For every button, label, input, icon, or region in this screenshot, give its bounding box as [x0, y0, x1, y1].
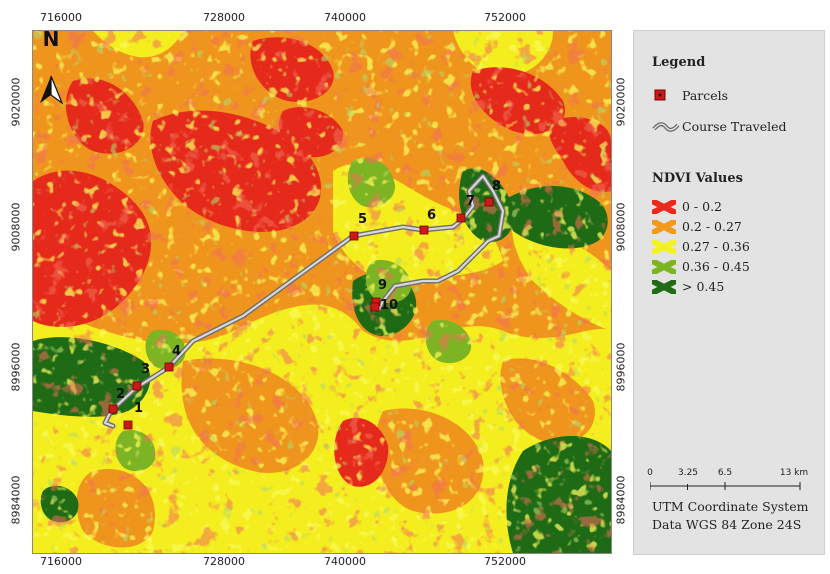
ndvi-legend-item-5: > 0.45	[652, 279, 724, 294]
y-tick-right-4: 8984000	[614, 475, 628, 525]
map-frame[interactable]: N	[32, 30, 612, 554]
y-tick-left-3: 8996000	[9, 342, 23, 392]
ndvi-swatch-icon	[652, 259, 682, 274]
parcel-label-1: 1	[134, 401, 144, 416]
parcel-label-6: 6	[427, 208, 437, 223]
legend-item-course: Course Traveled	[652, 119, 787, 134]
y-tick-left-1: 9020000	[9, 77, 23, 127]
ndvi-title: NDVI Values	[652, 171, 743, 186]
parcel-icon	[652, 87, 682, 103]
x-tick-bottom-2: 728000	[203, 555, 245, 568]
ndvi-class-label: 0.27 - 0.36	[682, 239, 750, 254]
x-tick-bottom-3: 740000	[324, 555, 366, 568]
y-tick-left-2: 9008000	[9, 202, 23, 252]
scale-tick-2: 6.5	[717, 468, 733, 478]
ndvi-swatch-icon	[652, 219, 682, 234]
ndvi-swatch-icon	[652, 239, 682, 254]
legend-title: Legend	[652, 55, 706, 70]
coord-system-line1: UTM Coordinate System	[652, 499, 809, 514]
ndvi-class-label: > 0.45	[682, 279, 725, 294]
ndvi-class-label: 0.36 - 0.45	[682, 259, 750, 274]
ndvi-class-label: 0.2 - 0.27	[682, 219, 742, 234]
parcel-marker-10	[370, 302, 380, 312]
course-line-icon	[652, 120, 682, 134]
parcel-marker-7	[456, 213, 466, 223]
ndvi-legend-item-1: 0 - 0.2	[652, 199, 722, 214]
coord-system-line2: Data WGS 84 Zone 24S	[652, 517, 802, 532]
parcel-label-5: 5	[358, 212, 368, 227]
parcel-label-2: 2	[116, 387, 126, 402]
legend-course-label: Course Traveled	[682, 119, 787, 134]
parcel-marker-6	[419, 225, 429, 235]
x-tick-top-3: 740000	[324, 11, 366, 24]
y-tick-left-4: 8984000	[9, 475, 23, 525]
ndvi-swatch-icon	[652, 279, 682, 294]
scale-tick-1: 3.25	[677, 468, 699, 478]
ndvi-legend-item-2: 0.2 - 0.27	[652, 219, 742, 234]
scale-bar	[650, 473, 810, 493]
x-tick-bottom-1: 716000	[40, 555, 82, 568]
parcel-label-7: 7	[466, 194, 476, 209]
north-label: N	[43, 31, 60, 51]
parcel-label-9: 9	[378, 278, 388, 293]
parcel-marker-2	[108, 404, 118, 414]
parcel-marker-8	[484, 197, 494, 207]
x-tick-top-4: 752000	[484, 11, 526, 24]
parcel-marker-4	[164, 362, 174, 372]
ndvi-class-label: 0 - 0.2	[682, 199, 723, 214]
y-tick-right-3: 8996000	[614, 342, 628, 392]
ndvi-map: N	[33, 31, 611, 553]
y-tick-right-2: 9008000	[614, 202, 628, 252]
parcel-label-3: 3	[141, 362, 151, 377]
scale-tick-0: 0	[647, 468, 653, 478]
ndvi-legend-item-4: 0.36 - 0.45	[652, 259, 750, 274]
x-tick-top-1: 716000	[40, 11, 82, 24]
scale-tick-3: 13 km	[779, 468, 809, 478]
y-tick-right-1: 9020000	[614, 77, 628, 127]
parcel-marker-5	[349, 231, 359, 241]
parcel-label-10: 10	[380, 298, 399, 313]
ndvi-swatch-icon	[652, 199, 682, 214]
legend-item-parcels: Parcels	[652, 87, 728, 103]
course-traveled-line	[102, 173, 506, 429]
x-tick-top-2: 728000	[203, 11, 245, 24]
parcel-marker-3	[132, 381, 142, 391]
north-arrow-icon	[40, 75, 64, 105]
legend-panel: Legend Parcels Course Traveled NDVI Valu…	[633, 30, 825, 555]
parcel-markers	[108, 197, 494, 430]
parcel-marker-1	[123, 420, 133, 430]
parcel-label-8: 8	[492, 179, 502, 194]
parcel-label-4: 4	[172, 344, 182, 359]
ndvi-legend-item-3: 0.27 - 0.36	[652, 239, 750, 254]
green-speckle	[33, 31, 611, 553]
x-tick-bottom-4: 752000	[484, 555, 526, 568]
legend-parcels-label: Parcels	[682, 87, 729, 103]
